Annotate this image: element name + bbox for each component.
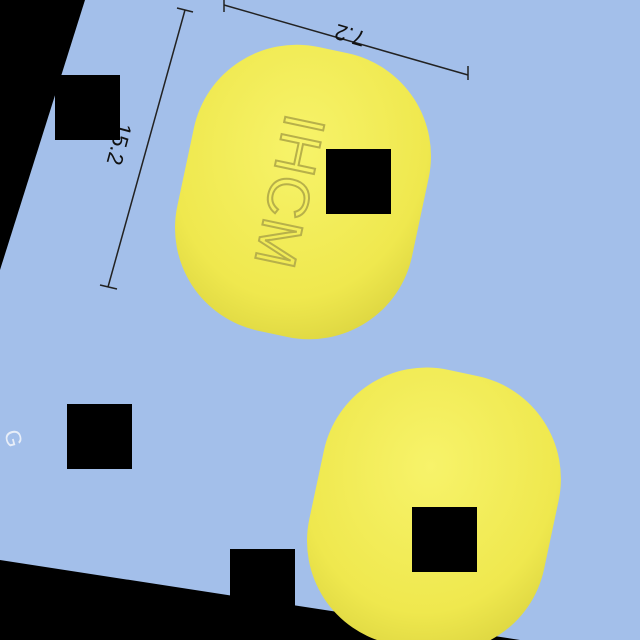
- occlusion-mask: [55, 75, 120, 140]
- occlusion-mask: [67, 404, 132, 469]
- tablet-front-body: [175, 44, 431, 340]
- occlusion-mask: [326, 149, 391, 214]
- edge-mark: G: [0, 427, 28, 450]
- occlusion-mask: [230, 549, 295, 614]
- occlusion-mask: [412, 507, 477, 572]
- tablet-front: IHCM: [175, 44, 431, 340]
